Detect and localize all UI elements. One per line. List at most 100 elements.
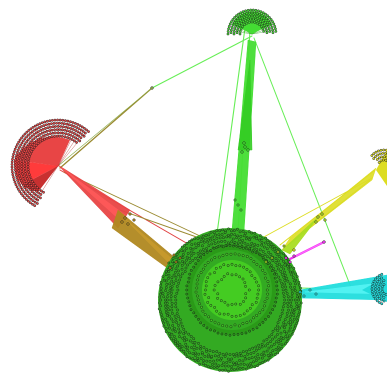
node — [225, 361, 229, 364]
node — [185, 355, 189, 359]
node — [178, 256, 182, 260]
nodes-layer — [10, 8, 387, 373]
node — [274, 30, 278, 33]
node — [46, 126, 50, 130]
node — [257, 284, 260, 288]
node — [254, 8, 258, 12]
node — [232, 229, 236, 232]
node — [188, 356, 192, 360]
node — [83, 131, 87, 135]
node — [181, 256, 185, 260]
node — [208, 349, 212, 353]
node — [258, 362, 262, 365]
node — [226, 272, 230, 276]
node — [58, 118, 62, 122]
node — [257, 347, 261, 350]
node — [230, 365, 233, 368]
node — [39, 129, 43, 132]
node — [181, 260, 184, 263]
node — [229, 252, 233, 256]
node — [280, 343, 284, 347]
node — [36, 134, 40, 138]
node — [174, 338, 177, 341]
node — [173, 314, 177, 318]
node — [297, 280, 301, 284]
node — [54, 125, 57, 128]
node — [244, 19, 248, 22]
node — [63, 128, 67, 132]
node — [168, 282, 172, 286]
node — [50, 128, 54, 132]
node — [238, 24, 242, 27]
node — [277, 338, 281, 341]
node — [15, 153, 19, 157]
node — [70, 124, 74, 127]
node — [199, 271, 203, 274]
node — [262, 19, 266, 22]
node — [20, 181, 24, 185]
node — [231, 237, 235, 241]
node — [272, 342, 276, 346]
node — [177, 273, 180, 277]
node — [257, 288, 261, 292]
node — [161, 318, 164, 322]
edge-hub-to-red — [57, 87, 153, 167]
node — [183, 352, 187, 356]
node — [261, 308, 265, 312]
node — [23, 164, 27, 168]
node — [221, 254, 225, 257]
node — [186, 280, 190, 284]
node — [261, 268, 265, 272]
node — [240, 150, 244, 154]
node — [237, 20, 240, 24]
node — [230, 232, 233, 236]
node — [187, 276, 191, 280]
node — [236, 227, 239, 231]
node — [190, 346, 193, 349]
node — [262, 15, 266, 19]
node — [172, 273, 176, 277]
node — [372, 157, 376, 160]
node — [192, 337, 196, 341]
node — [272, 245, 276, 249]
node — [185, 241, 189, 245]
node — [194, 314, 198, 318]
node — [34, 131, 38, 135]
node — [25, 151, 29, 155]
node — [23, 142, 27, 146]
node — [256, 19, 260, 22]
node — [262, 339, 266, 343]
node — [19, 179, 23, 183]
node — [271, 31, 275, 35]
node — [25, 194, 29, 198]
node — [283, 270, 286, 274]
node — [23, 167, 27, 171]
node — [379, 159, 383, 163]
node — [282, 244, 286, 248]
node — [244, 367, 248, 371]
node — [372, 152, 376, 156]
node — [167, 261, 171, 265]
node — [197, 352, 201, 356]
node — [238, 19, 242, 22]
node — [279, 339, 283, 343]
node — [200, 305, 203, 309]
node — [31, 143, 35, 146]
node — [239, 354, 243, 358]
node — [281, 308, 285, 312]
node — [164, 330, 168, 334]
node — [190, 238, 194, 242]
node — [162, 295, 166, 299]
node — [159, 280, 163, 284]
node — [209, 318, 213, 322]
node — [276, 351, 280, 355]
node — [370, 290, 374, 294]
node — [189, 247, 192, 250]
node — [376, 153, 380, 157]
node — [17, 156, 21, 160]
node — [199, 345, 202, 348]
node — [290, 298, 293, 302]
node — [255, 250, 259, 254]
node — [168, 335, 172, 338]
node — [166, 292, 170, 295]
